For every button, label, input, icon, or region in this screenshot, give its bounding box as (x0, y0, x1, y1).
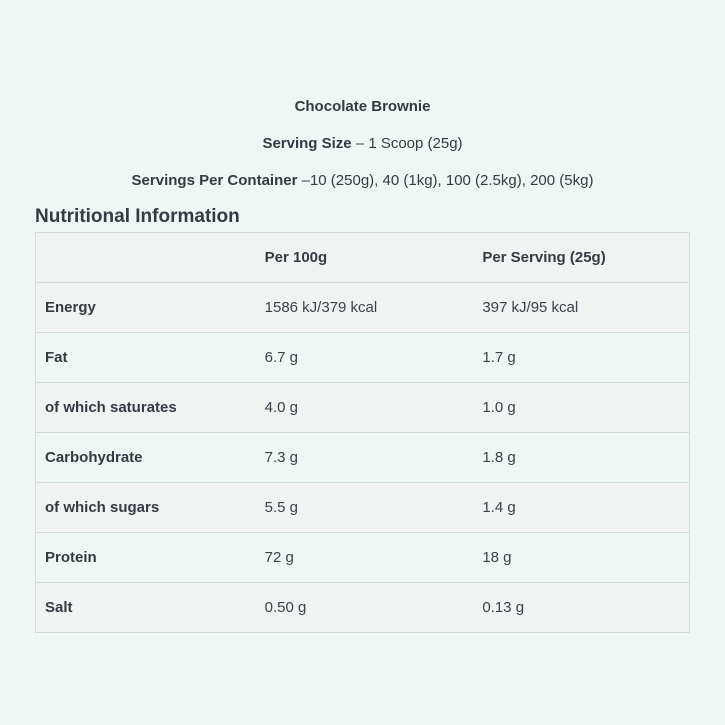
servings-per-container-line: Servings Per Container –10 (250g), 40 (1… (0, 172, 725, 189)
servings-per-container-value: –10 (250g), 40 (1kg), 100 (2.5kg), 200 (… (301, 172, 594, 189)
servings-per-container-label: Servings Per Container (131, 172, 298, 189)
table-row-fat: Fat 6.7 g 1.7 g (35, 332, 690, 383)
row-value-per-100g: 1586 kJ/379 kcal (253, 282, 472, 333)
table-row-carbohydrate: Carbohydrate 7.3 g 1.8 g (35, 432, 690, 483)
header-row: Per 100g Per Serving (25g) (35, 232, 690, 283)
table-row-salt: Salt 0.50 g 0.13 g (35, 582, 690, 633)
serving-size-label: Serving Size (262, 135, 352, 152)
table-row-saturates: of which saturates 4.0 g 1.0 g (35, 382, 690, 433)
table-row-protein: Protein 72 g 18 g (35, 532, 690, 583)
row-label: of which saturates (35, 382, 254, 433)
row-value-per-100g: 0.50 g (253, 582, 472, 633)
row-value-per-100g: 72 g (253, 532, 472, 583)
col-header-per-serving: Per Serving (25g) (471, 232, 690, 283)
row-value-per-100g: 7.3 g (253, 432, 472, 483)
serving-size-value: – 1 Scoop (25g) (355, 135, 463, 152)
row-value-per-serving: 1.4 g (471, 482, 690, 533)
row-value-per-serving: 397 kJ/95 kcal (471, 282, 690, 333)
row-value-per-serving: 1.8 g (471, 432, 690, 483)
table-row-energy: Energy 1586 kJ/379 kcal 397 kJ/95 kcal (35, 282, 690, 333)
row-label: Protein (35, 532, 254, 583)
nutritional-information-heading: Nutritional Information (35, 206, 240, 227)
row-label: Salt (35, 582, 254, 633)
table-row-sugars: of which sugars 5.5 g 1.4 g (35, 482, 690, 533)
product-info-section: Chocolate Brownie Serving Size – 1 Scoop… (0, 0, 725, 189)
product-title: Chocolate Brownie (294, 98, 431, 115)
row-label: Carbohydrate (35, 432, 254, 483)
row-value-per-100g: 4.0 g (253, 382, 472, 433)
row-label: of which sugars (35, 482, 254, 533)
col-header-per-100g: Per 100g (253, 232, 472, 283)
serving-size-line: Serving Size – 1 Scoop (25g) (0, 135, 725, 152)
nutrition-table: Per 100g Per Serving (25g) Energy 1586 k… (35, 232, 690, 633)
row-value-per-100g: 6.7 g (253, 332, 472, 383)
row-value-per-serving: 18 g (471, 532, 690, 583)
col-header-nutrient (35, 232, 254, 283)
row-value-per-serving: 1.7 g (471, 332, 690, 383)
row-value-per-serving: 1.0 g (471, 382, 690, 433)
row-value-per-serving: 0.13 g (471, 582, 690, 633)
nutrition-table-header: Per 100g Per Serving (25g) (35, 232, 690, 283)
row-label: Fat (35, 332, 254, 383)
row-label: Energy (35, 282, 254, 333)
row-value-per-100g: 5.5 g (253, 482, 472, 533)
nutrition-table-body: Energy 1586 kJ/379 kcal 397 kJ/95 kcal F… (35, 282, 690, 633)
